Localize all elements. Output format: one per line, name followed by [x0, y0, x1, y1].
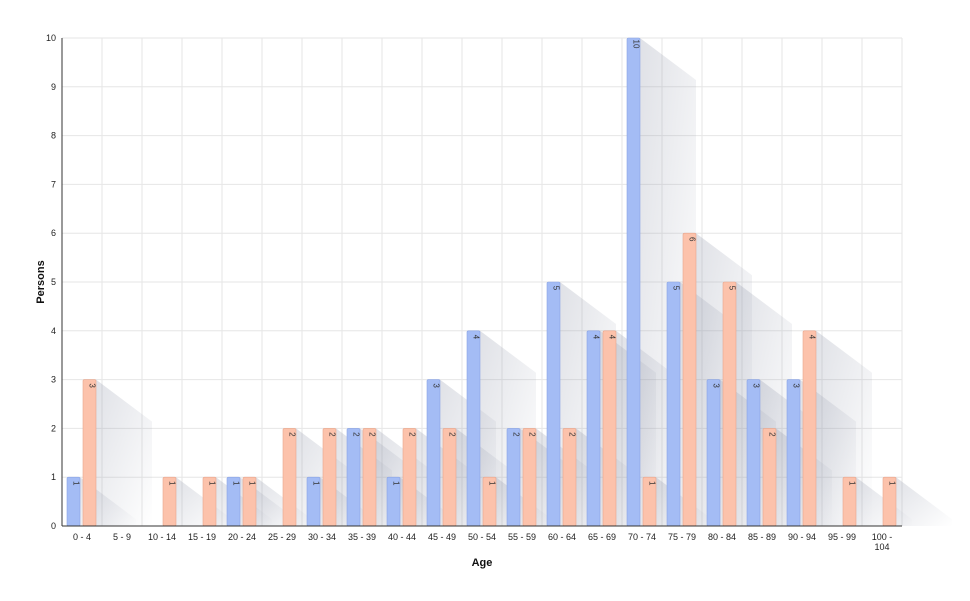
bar-shadow [96, 379, 152, 526]
bar-shadow [816, 330, 872, 526]
bar-series-1 [506, 428, 521, 527]
bar-series-2 [322, 428, 337, 527]
bar-value-label: 1 [392, 481, 401, 486]
bars: 1 1 1 2 1 3 4 2 5 4 10 5 3 3 3 3 1 1 1 2 2 2 2 2 1 2 2 4 1 6 5 2 4 1 1 [66, 37, 897, 527]
y-tick-label: 7 [51, 179, 56, 189]
y-tick-label: 4 [51, 326, 56, 336]
x-axis-title: Age [472, 557, 493, 569]
x-tick-label: 100 -104 [872, 532, 893, 552]
bar-value-label: 2 [448, 432, 457, 437]
bar-series-1 [706, 379, 721, 527]
bar-value-label: 4 [808, 335, 817, 340]
bar-series-2 [442, 428, 457, 527]
bar-value-label: 3 [712, 383, 721, 388]
x-tick-label: 55 - 59 [508, 532, 536, 542]
x-tick-label: 70 - 74 [628, 532, 656, 542]
y-axis-title: Persons [35, 260, 47, 303]
y-tick-label: 9 [51, 82, 56, 92]
x-tick-label: 95 - 99 [828, 532, 856, 542]
x-tick-label: 15 - 19 [188, 532, 216, 542]
bar-value-label: 2 [408, 432, 417, 437]
y-tick-label: 3 [51, 375, 56, 385]
bar-value-label: 1 [488, 481, 497, 486]
y-tick-label: 1 [51, 472, 56, 482]
bar-value-label: 2 [368, 432, 377, 437]
x-tick-label: 60 - 64 [548, 532, 576, 542]
y-tick-label: 10 [46, 33, 56, 43]
bar-value-label: 1 [208, 481, 217, 486]
bar-value-label: 10 [632, 40, 641, 49]
bar-series-2 [602, 330, 617, 527]
bar-series-2 [762, 428, 777, 527]
x-tick-label: 85 - 89 [748, 532, 776, 542]
x-tick-label: 65 - 69 [588, 532, 616, 542]
y-tick-label: 0 [51, 521, 56, 531]
x-tick-label: 40 - 44 [388, 532, 416, 542]
bar-value-label: 2 [768, 432, 777, 437]
bar-series-1 [546, 281, 561, 527]
x-tick-label: 20 - 24 [228, 532, 256, 542]
bar-value-label: 2 [352, 432, 361, 437]
x-tick-label: 90 - 94 [788, 532, 816, 542]
bar-shadow [896, 477, 952, 526]
bar-value-label: 2 [328, 432, 337, 437]
bar-value-label: 3 [88, 383, 97, 388]
bar-value-label: 5 [552, 286, 561, 291]
bar-series-1 [426, 379, 441, 527]
x-tick-label: 10 - 14 [148, 532, 176, 542]
x-tick-label: 30 - 34 [308, 532, 336, 542]
bar-series-1 [586, 330, 601, 527]
bar-value-label: 3 [792, 383, 801, 388]
bar-value-label: 1 [888, 481, 897, 486]
bar-value-label: 1 [232, 481, 241, 486]
x-tick-label: 5 - 9 [113, 532, 131, 542]
bar-value-label: 5 [728, 286, 737, 291]
bar-series-1 [786, 379, 801, 527]
bar-value-label: 3 [432, 383, 441, 388]
bar-series-1 [626, 37, 641, 527]
bar-series-2 [722, 281, 737, 527]
x-tick-label: 80 - 84 [708, 532, 736, 542]
bar-value-label: 1 [168, 481, 177, 486]
bar-series-1 [466, 330, 481, 527]
bar-series-1 [666, 281, 681, 527]
bar-value-label: 6 [688, 237, 697, 242]
bar-series-2 [362, 428, 377, 527]
bar-value-label: 2 [528, 432, 537, 437]
bar-value-label: 2 [288, 432, 297, 437]
bar-value-label: 4 [592, 335, 601, 340]
bar-series-1 [746, 379, 761, 527]
bar-value-label: 3 [752, 383, 761, 388]
bar-value-label: 4 [472, 335, 481, 340]
bar-value-label: 2 [568, 432, 577, 437]
bar-series-2 [282, 428, 297, 527]
bar-value-label: 1 [72, 481, 81, 486]
bar-series-2 [522, 428, 537, 527]
bar-value-label: 1 [312, 481, 321, 486]
bar-series-2 [562, 428, 577, 527]
bar-value-label: 1 [848, 481, 857, 486]
x-tick-label: 50 - 54 [468, 532, 496, 542]
bar-value-label: 1 [648, 481, 657, 486]
x-tick-label: 75 - 79 [668, 532, 696, 542]
x-tick-label: 45 - 49 [428, 532, 456, 542]
x-tick-label: 0 - 4 [73, 532, 91, 542]
x-tick-label: 25 - 29 [268, 532, 296, 542]
bar-series-2 [402, 428, 417, 527]
bar-series-1 [346, 428, 361, 527]
x-tick-label: 35 - 39 [348, 532, 376, 542]
bar-value-label: 1 [248, 481, 257, 486]
y-tick-label: 8 [51, 131, 56, 141]
bar-series-2 [682, 232, 697, 527]
y-tick-label: 6 [51, 228, 56, 238]
bar-value-label: 5 [672, 286, 681, 291]
bar-series-2 [802, 330, 817, 527]
y-tick-label: 5 [51, 277, 56, 287]
axes: 0 1 2 3 4 5 6 7 8 9 10 0 - 4 5 - 9 10 - 14 15 - 19 20 -… [46, 33, 902, 552]
bar-value-label: 4 [608, 335, 617, 340]
bar-value-label: 2 [512, 432, 521, 437]
bar-series-2 [82, 379, 97, 527]
y-tick-label: 2 [51, 423, 56, 433]
